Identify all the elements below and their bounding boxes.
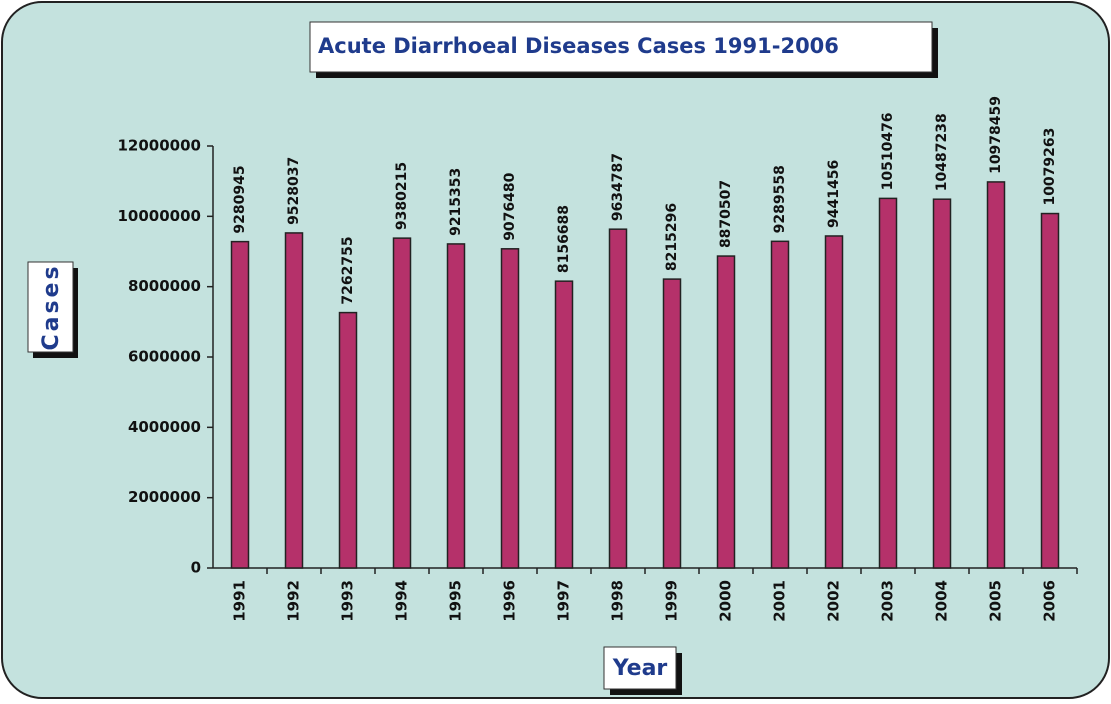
x-tick-label: 2003 [879, 580, 897, 622]
bar [986, 181, 1006, 569]
value-label: 10510476 [880, 112, 896, 190]
value-label: 9634787 [610, 153, 626, 221]
x-tick-label: 2000 [717, 580, 735, 622]
x-tick-label: 2002 [825, 580, 843, 622]
y-tick-label: 4000000 [128, 418, 201, 436]
chart-title: Acute Diarrhoeal Diseases Cases 1991-200… [318, 34, 839, 58]
x-label-box [603, 646, 677, 690]
x-tick-label: 2001 [771, 580, 789, 622]
x-tick-label: 1998 [609, 580, 627, 622]
value-label: 8870507 [718, 180, 734, 248]
value-label: 8215296 [664, 203, 680, 271]
bar [338, 311, 358, 569]
x-tick-label: 2006 [1041, 580, 1059, 622]
bar [500, 248, 520, 569]
y-tick-label: 8000000 [128, 277, 201, 295]
x-tick-label: 2004 [933, 580, 951, 622]
bar [716, 255, 736, 569]
y-label-box [27, 261, 74, 353]
x-tick-label: 1994 [393, 580, 411, 622]
y-tick-label: 10000000 [118, 207, 202, 225]
y-tick-label: 12000000 [118, 137, 202, 155]
y-tick-label: 0 [191, 559, 201, 577]
value-label: 8156688 [556, 205, 572, 273]
x-tick-label: 2005 [987, 580, 1005, 622]
bar [230, 240, 250, 569]
x-tick-label: 1999 [663, 580, 681, 622]
value-label: 9441456 [826, 160, 842, 228]
value-label: 10978459 [988, 96, 1004, 174]
y-tick-label: 6000000 [128, 348, 201, 366]
x-tick-label: 1992 [285, 580, 303, 622]
value-label: 9280945 [232, 165, 248, 233]
bar [392, 237, 412, 569]
value-label: 9076480 [502, 172, 518, 240]
x-axis-label: Year [612, 656, 668, 681]
value-label: 9289558 [772, 165, 788, 233]
value-label: 7262755 [340, 236, 356, 304]
bar [554, 280, 574, 569]
bar [770, 240, 790, 569]
value-label: 10079263 [1042, 128, 1058, 206]
bar [608, 228, 628, 569]
x-tick-label: 1993 [339, 580, 357, 622]
x-tick-label: 1996 [501, 580, 519, 622]
y-axis-label: Cases [39, 263, 64, 350]
bar [932, 198, 952, 569]
value-label: 9380215 [394, 162, 410, 230]
bar [446, 243, 466, 569]
value-label: 9215353 [448, 168, 464, 236]
value-label: 10487238 [934, 113, 950, 191]
value-label: 9528037 [286, 157, 302, 225]
x-tick-label: 1995 [447, 580, 465, 622]
bar [1040, 212, 1060, 569]
title-box [309, 21, 933, 73]
y-tick-label: 2000000 [128, 488, 201, 506]
x-tick-label: 1997 [555, 580, 573, 622]
bar [662, 278, 682, 569]
bar [824, 235, 844, 569]
bar [284, 232, 304, 569]
bar [878, 197, 898, 569]
x-tick-label: 1991 [231, 580, 249, 622]
